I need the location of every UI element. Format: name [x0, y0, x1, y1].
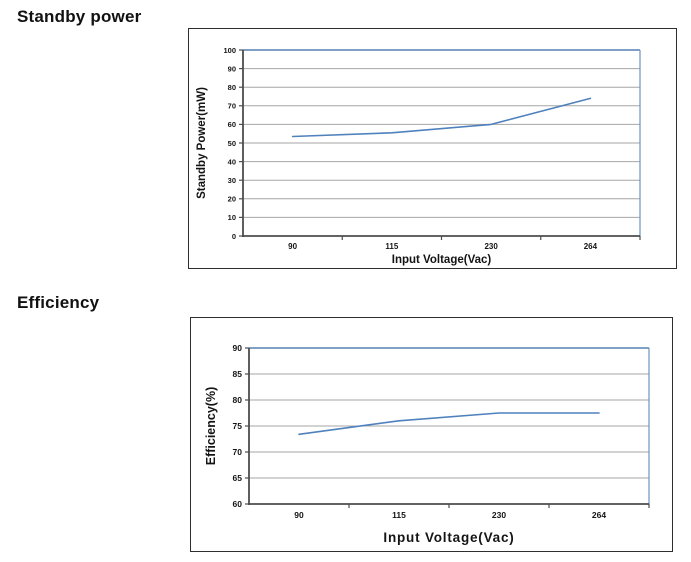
y-tick-label: 60 [233, 499, 243, 509]
x-tick-label: 264 [584, 242, 598, 251]
standby-power-chart: 0 10 20 30 40 50 60 70 80 90 100 90 115 230 264 Standby… [188, 28, 677, 269]
x-tick-label: 90 [288, 242, 297, 251]
x-tick-label: 230 [492, 510, 506, 520]
y-tick-label: 80 [228, 83, 236, 92]
x-tick-label: 230 [484, 242, 498, 251]
y-tick-label: 65 [233, 473, 243, 483]
y-tick-label: 80 [233, 395, 243, 405]
y-gridlines [243, 68, 640, 218]
standby-power-plot: 0 10 20 30 40 50 60 70 80 90 100 90 115 230 264 Standby… [196, 46, 641, 266]
x-tick-label: 264 [592, 510, 606, 520]
section-title-standby-power: Standby power [17, 7, 142, 26]
y-tick-label: 70 [228, 102, 236, 111]
y-tick-label: 0 [232, 232, 236, 241]
x-tick-labels: 90 115 230 264 [294, 504, 650, 520]
section-title-efficiency: Efficiency [17, 293, 100, 312]
y-tick-label: 50 [228, 139, 236, 148]
x-tick-label: 115 [385, 242, 398, 251]
series-line [298, 412, 600, 436]
y-tick-label: 90 [233, 343, 243, 353]
x-axis-title: Input Voltage(Vac) [383, 530, 514, 545]
y-tick-label: 70 [233, 447, 243, 457]
x-tick-label: 115 [392, 510, 406, 520]
y-tick-label: 20 [228, 195, 236, 204]
y-tick-labels: 60 65 70 75 80 85 90 [233, 343, 249, 509]
y-gridlines [249, 373, 649, 479]
x-tick-labels: 90 115 230 264 [288, 236, 641, 251]
y-tick-labels: 0 10 20 30 40 50 60 70 80 90 100 [223, 46, 243, 241]
efficiency-plot: 60 65 70 75 80 85 90 90 115 230 264 Efficiency(%) In… [204, 343, 650, 545]
y-tick-label: 30 [228, 176, 236, 185]
y-tick-label: 90 [228, 64, 236, 73]
series-line [291, 97, 592, 138]
x-tick-label: 90 [294, 510, 304, 520]
y-axis-title: Standby Power(mW) [196, 87, 208, 199]
x-axis-title: Input Voltage(Vac) [392, 254, 492, 266]
y-tick-label: 40 [228, 157, 236, 166]
y-axis-title: Efficiency(%) [204, 387, 218, 466]
efficiency-chart: 60 65 70 75 80 85 90 90 115 230 264 Efficiency(%) In… [190, 317, 673, 552]
y-tick-label: 85 [233, 369, 243, 379]
y-tick-label: 60 [228, 120, 236, 129]
y-tick-label: 75 [233, 421, 243, 431]
y-tick-label: 10 [228, 213, 236, 222]
y-tick-label: 100 [223, 46, 236, 55]
